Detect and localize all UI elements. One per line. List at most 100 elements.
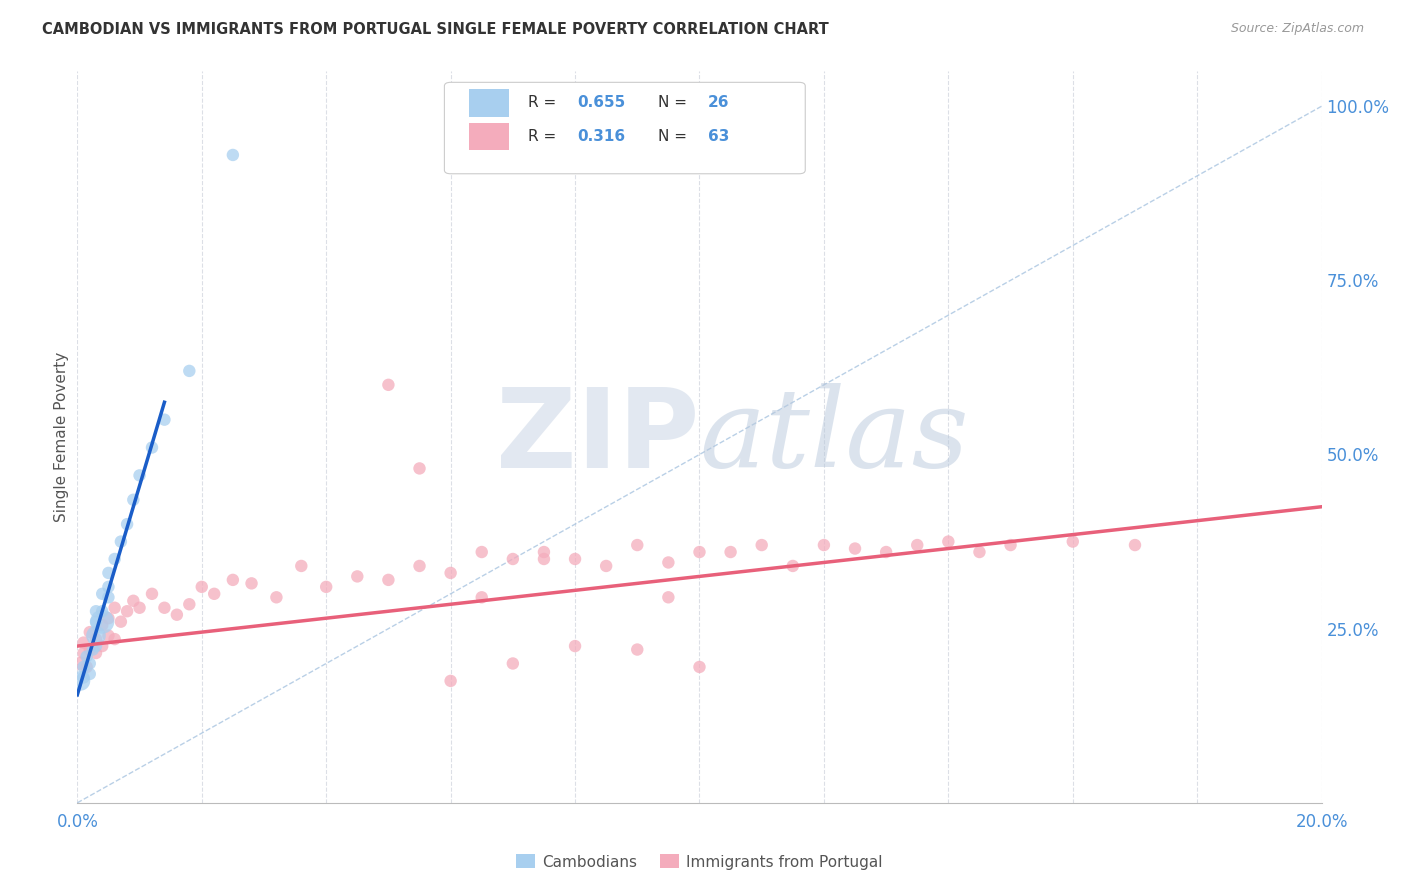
Text: R =: R = — [527, 129, 561, 144]
Text: N =: N = — [658, 129, 692, 144]
Point — [79, 625, 101, 640]
Legend: Cambodians, Immigrants from Portugal: Cambodians, Immigrants from Portugal — [510, 848, 889, 876]
Point — [290, 558, 312, 573]
Text: CAMBODIAN VS IMMIGRANTS FROM PORTUGAL SINGLE FEMALE POVERTY CORRELATION CHART: CAMBODIAN VS IMMIGRANTS FROM PORTUGAL SI… — [42, 22, 830, 37]
Point — [266, 591, 288, 605]
Point — [82, 642, 104, 657]
Point — [97, 629, 120, 643]
Point — [377, 573, 399, 587]
Point — [110, 534, 132, 549]
Point — [315, 580, 337, 594]
FancyBboxPatch shape — [470, 89, 509, 117]
Point — [408, 461, 430, 475]
Point — [782, 558, 804, 573]
Text: 26: 26 — [709, 95, 730, 111]
Point — [720, 545, 742, 559]
Text: R =: R = — [527, 95, 561, 111]
Point — [84, 604, 107, 618]
Point — [222, 573, 245, 587]
Point — [844, 541, 866, 556]
Point — [128, 468, 150, 483]
Point — [110, 615, 132, 629]
Point — [104, 552, 127, 566]
Point — [91, 618, 114, 632]
Point — [69, 673, 91, 688]
Point — [97, 611, 120, 625]
Point — [813, 538, 835, 552]
Point — [79, 667, 101, 681]
Point — [440, 566, 463, 580]
Point — [122, 594, 145, 608]
Point — [564, 639, 586, 653]
Text: Source: ZipAtlas.com: Source: ZipAtlas.com — [1230, 22, 1364, 36]
Point — [179, 597, 201, 611]
Point — [122, 492, 145, 507]
Point — [91, 639, 114, 653]
Point — [166, 607, 188, 622]
Point — [222, 148, 245, 162]
Point — [191, 580, 214, 594]
Point — [84, 632, 107, 646]
Point — [657, 556, 679, 570]
Point — [533, 545, 555, 559]
Point — [502, 657, 524, 671]
Point — [153, 600, 176, 615]
Point — [84, 615, 107, 629]
Point — [533, 552, 555, 566]
Point — [153, 412, 176, 426]
Point — [689, 545, 711, 559]
Point — [79, 657, 101, 671]
Point — [657, 591, 679, 605]
Point — [84, 639, 107, 653]
Point — [69, 657, 91, 671]
Point — [240, 576, 263, 591]
Point — [471, 545, 494, 559]
Point — [689, 660, 711, 674]
Point — [115, 517, 138, 532]
Point — [1062, 534, 1084, 549]
Point — [179, 364, 201, 378]
Point — [104, 600, 127, 615]
Point — [84, 629, 107, 643]
Point — [141, 441, 163, 455]
Point — [502, 552, 524, 566]
Point — [141, 587, 163, 601]
Point — [626, 642, 648, 657]
Point — [97, 591, 120, 605]
Point — [346, 569, 368, 583]
Point — [626, 538, 648, 552]
Point — [104, 632, 127, 646]
Point — [440, 673, 463, 688]
Point — [408, 558, 430, 573]
Point — [751, 538, 773, 552]
Point — [72, 670, 94, 684]
Point — [377, 377, 399, 392]
Point — [938, 534, 960, 549]
Point — [79, 642, 101, 657]
Text: N =: N = — [658, 95, 692, 111]
Point — [595, 558, 617, 573]
Point — [97, 566, 120, 580]
Point — [97, 580, 120, 594]
Point — [202, 587, 225, 601]
Point — [875, 545, 897, 559]
Point — [115, 604, 138, 618]
Point — [91, 587, 114, 601]
Point — [72, 646, 94, 660]
Text: atlas: atlas — [700, 384, 969, 491]
Point — [91, 604, 114, 618]
Point — [72, 635, 94, 649]
Point — [76, 660, 98, 674]
Point — [969, 545, 991, 559]
Text: 0.655: 0.655 — [578, 95, 626, 111]
Point — [1000, 538, 1022, 552]
Point — [72, 660, 94, 674]
Point — [76, 649, 98, 664]
Y-axis label: Single Female Poverty: Single Female Poverty — [53, 352, 69, 522]
Point — [128, 600, 150, 615]
Text: 63: 63 — [709, 129, 730, 144]
Point — [84, 646, 107, 660]
FancyBboxPatch shape — [470, 122, 509, 151]
Point — [471, 591, 494, 605]
Point — [564, 552, 586, 566]
